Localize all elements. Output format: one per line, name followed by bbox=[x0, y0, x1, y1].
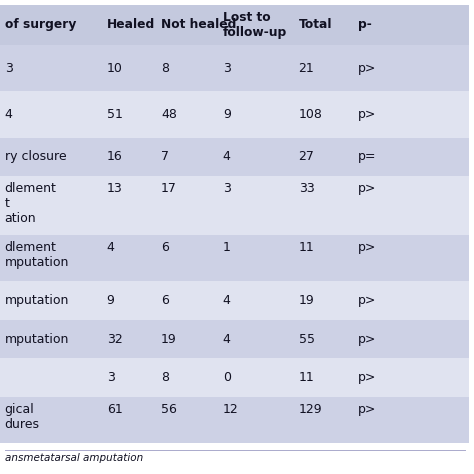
Text: 4: 4 bbox=[223, 150, 231, 163]
Text: 16: 16 bbox=[107, 150, 122, 163]
Text: 12: 12 bbox=[223, 402, 238, 416]
Bar bbox=[0, 320, 469, 358]
Bar bbox=[0, 358, 469, 397]
Text: p>: p> bbox=[358, 333, 376, 346]
Text: 4: 4 bbox=[107, 241, 115, 254]
Text: 11: 11 bbox=[299, 371, 314, 384]
Bar bbox=[0, 282, 469, 320]
Text: of surgery: of surgery bbox=[5, 18, 76, 31]
Text: 61: 61 bbox=[107, 402, 122, 416]
Text: 1: 1 bbox=[223, 241, 231, 254]
Text: 8: 8 bbox=[161, 62, 169, 74]
Text: 19: 19 bbox=[161, 333, 177, 346]
Text: 55: 55 bbox=[299, 333, 315, 346]
Text: 6: 6 bbox=[161, 241, 169, 254]
Text: 33: 33 bbox=[299, 182, 314, 195]
Text: dlement
t
ation: dlement t ation bbox=[5, 182, 56, 225]
Text: mputation: mputation bbox=[5, 294, 69, 307]
Text: Healed: Healed bbox=[107, 18, 155, 31]
Text: 9: 9 bbox=[223, 108, 231, 121]
Bar bbox=[0, 176, 469, 235]
Bar bbox=[0, 45, 469, 91]
Text: ansmetatarsal amputation: ansmetatarsal amputation bbox=[5, 453, 143, 463]
Text: 3: 3 bbox=[223, 182, 231, 195]
Text: 129: 129 bbox=[299, 402, 322, 416]
Text: 11: 11 bbox=[299, 241, 314, 254]
Text: 9: 9 bbox=[107, 294, 115, 307]
Text: 3: 3 bbox=[107, 371, 115, 384]
Bar bbox=[0, 397, 469, 443]
Text: Total: Total bbox=[299, 18, 332, 31]
Text: 10: 10 bbox=[107, 62, 122, 74]
Text: p>: p> bbox=[358, 371, 376, 384]
Text: 32: 32 bbox=[107, 333, 122, 346]
Text: p>: p> bbox=[358, 182, 376, 195]
Text: 8: 8 bbox=[161, 371, 169, 384]
Text: Lost to
follow-up: Lost to follow-up bbox=[223, 11, 287, 39]
Text: p=: p= bbox=[358, 150, 376, 163]
Text: gical
dures: gical dures bbox=[5, 402, 40, 431]
Text: p>: p> bbox=[358, 241, 376, 254]
Text: 108: 108 bbox=[299, 108, 322, 121]
Text: 4: 4 bbox=[223, 294, 231, 307]
Text: dlement
mputation: dlement mputation bbox=[5, 241, 69, 269]
Bar bbox=[0, 137, 469, 176]
Text: 21: 21 bbox=[299, 62, 314, 74]
Text: 3: 3 bbox=[5, 62, 13, 74]
Text: 56: 56 bbox=[161, 402, 177, 416]
Text: ry closure: ry closure bbox=[5, 150, 66, 163]
Bar bbox=[0, 235, 469, 282]
Text: 19: 19 bbox=[299, 294, 314, 307]
Bar bbox=[0, 5, 469, 45]
Text: 4: 4 bbox=[5, 108, 13, 121]
Text: 0: 0 bbox=[223, 371, 231, 384]
Text: 51: 51 bbox=[107, 108, 122, 121]
Text: p>: p> bbox=[358, 294, 376, 307]
Bar bbox=[0, 91, 469, 137]
Text: Not healed: Not healed bbox=[161, 18, 237, 31]
Text: 6: 6 bbox=[161, 294, 169, 307]
Text: 48: 48 bbox=[161, 108, 177, 121]
Text: p>: p> bbox=[358, 108, 376, 121]
Text: 3: 3 bbox=[223, 62, 231, 74]
Text: 7: 7 bbox=[161, 150, 169, 163]
Text: p>: p> bbox=[358, 402, 376, 416]
Text: 27: 27 bbox=[299, 150, 314, 163]
Text: mputation: mputation bbox=[5, 333, 69, 346]
Text: p-: p- bbox=[358, 18, 372, 31]
Text: p>: p> bbox=[358, 62, 376, 74]
Text: 4: 4 bbox=[223, 333, 231, 346]
Text: 17: 17 bbox=[161, 182, 177, 195]
Text: 13: 13 bbox=[107, 182, 122, 195]
